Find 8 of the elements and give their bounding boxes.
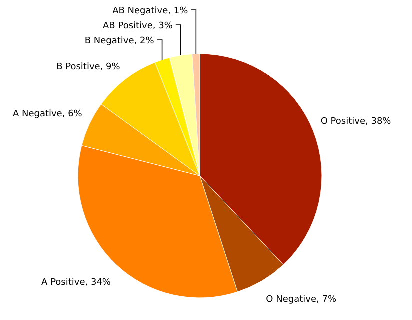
slice-label: B Negative, 2% bbox=[84, 36, 155, 46]
slice-label: A Negative, 6% bbox=[12, 110, 83, 120]
slice-label: AB Positive, 3% bbox=[103, 22, 174, 32]
slice-label: AB Negative, 1% bbox=[112, 6, 189, 16]
slice-label: A Positive, 34% bbox=[42, 278, 112, 288]
slice-label: O Negative, 7% bbox=[266, 294, 337, 305]
slice-label: B Positive, 9% bbox=[56, 62, 121, 72]
slice-label: O Positive, 38% bbox=[320, 117, 392, 128]
